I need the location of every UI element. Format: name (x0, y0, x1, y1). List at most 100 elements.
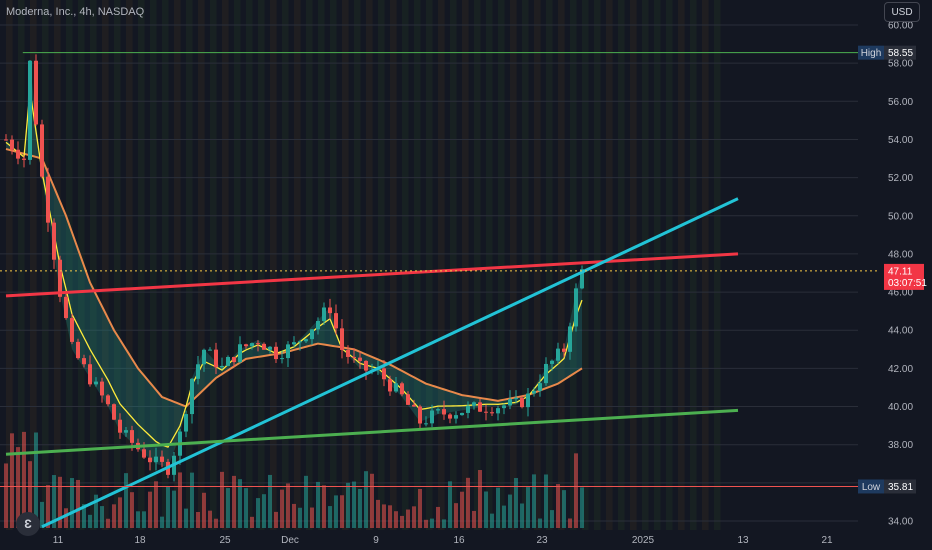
time-tick-label: 9 (373, 535, 379, 546)
volume-bar (310, 507, 314, 528)
tag-label: Low (862, 482, 881, 493)
session-band (642, 0, 649, 530)
candle-body (334, 313, 338, 329)
candle-body (268, 346, 272, 350)
volume-bar (262, 494, 266, 528)
candle-body (484, 411, 488, 413)
volume-bar (574, 453, 578, 528)
candle-body (346, 349, 350, 357)
session-band (78, 0, 85, 530)
time-tick-label: 16 (453, 535, 465, 546)
candle-body (226, 356, 230, 366)
candle-body (538, 383, 542, 391)
price-tick-label: 38.00 (888, 440, 913, 451)
volume-bar (196, 511, 200, 528)
trendlines[interactable] (5, 197, 739, 529)
session-band (678, 0, 685, 530)
tag-label-bg (858, 45, 884, 60)
session-band (438, 0, 445, 530)
volume-bar (556, 484, 560, 528)
price-tick-label: 54.00 (888, 135, 913, 146)
volume-bar (526, 487, 530, 528)
price-tick-label: 52.00 (888, 173, 913, 184)
session-band (630, 0, 637, 530)
candle-body (496, 408, 500, 414)
session-band (666, 0, 673, 530)
volume-bar (544, 474, 548, 528)
volume-bar (178, 472, 182, 528)
volume-bar (106, 518, 110, 528)
session-band (162, 0, 169, 530)
candle-body (160, 456, 164, 462)
volume-bar (508, 494, 512, 528)
candle-body (22, 158, 26, 160)
session-band (18, 0, 25, 530)
volume-bar (52, 475, 56, 528)
tradingview-logo-icon[interactable]: Ɛ (16, 512, 40, 536)
time-tick-label: 13 (737, 535, 749, 546)
volume-bar (532, 474, 536, 528)
volume-bar (16, 447, 20, 528)
session-band (378, 0, 385, 530)
candle-body (532, 390, 536, 394)
time-tick-label: 18 (134, 535, 146, 546)
volume-bar (298, 507, 302, 528)
volume-bar (514, 478, 518, 528)
time-axis[interactable]: 11 18 25 Dec 9 16 23 2025 13 21 (53, 535, 833, 546)
session-band (306, 0, 313, 530)
volume-bar (568, 518, 572, 528)
currency-button[interactable]: USD (884, 2, 920, 22)
candle-body (58, 259, 62, 297)
candle-body (124, 430, 128, 433)
volume-bar (70, 478, 74, 528)
symbol-title[interactable]: Moderna, Inc., 4h, NASDAQ (6, 6, 145, 18)
volume-bar (292, 503, 296, 528)
tag-value-bg (884, 479, 916, 494)
candle-body (28, 60, 32, 160)
time-tick-label: 11 (53, 535, 64, 546)
volume-bar (40, 501, 44, 528)
candle-body (214, 349, 218, 368)
high-low-lines (0, 52, 878, 487)
session-band (486, 0, 493, 530)
candle-body (580, 269, 584, 289)
candle-body (352, 356, 356, 358)
volume-bar (580, 487, 584, 528)
candle-body (508, 399, 512, 406)
candle-body (430, 410, 434, 424)
volume-bar (166, 486, 170, 528)
price-tick-label: 34.00 (888, 517, 913, 528)
candle-body (436, 409, 440, 411)
candle-body (100, 381, 104, 396)
session-band (210, 0, 217, 530)
session-band (90, 0, 97, 530)
volume-bar (136, 511, 140, 528)
volume-bar (394, 511, 398, 528)
session-band (294, 0, 301, 530)
volume-bar (172, 490, 176, 528)
time-tick-label: 21 (821, 535, 833, 546)
volume-bar (46, 485, 50, 528)
volume-bar (430, 518, 434, 528)
tag-value-bg (884, 45, 916, 60)
volume-bar (124, 473, 128, 528)
volume-bar (370, 473, 374, 528)
volume-bar (76, 479, 80, 528)
volume-bar (388, 505, 392, 528)
volume-bar (130, 492, 134, 528)
candle-body (256, 343, 260, 345)
candle-body (16, 149, 20, 159)
volume-bar (412, 506, 416, 528)
volume-bar (376, 499, 380, 528)
candle-body (388, 379, 392, 392)
candle-body (190, 378, 194, 415)
volume-bar (454, 503, 458, 528)
session-band (6, 0, 13, 530)
session-band (198, 0, 205, 530)
candle-body (472, 402, 476, 406)
candle-body (154, 456, 158, 463)
session-band (450, 0, 457, 530)
volume-bar (346, 482, 350, 528)
volume-bar (82, 504, 86, 528)
